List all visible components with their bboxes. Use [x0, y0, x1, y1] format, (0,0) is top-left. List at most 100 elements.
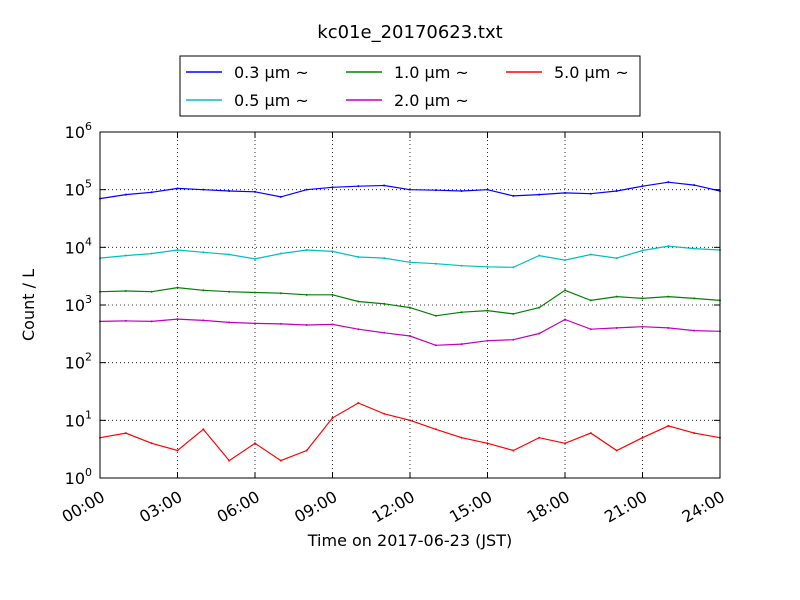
data-point: [641, 436, 644, 439]
data-point: [564, 289, 566, 292]
x-tick-label: 15:00: [446, 487, 495, 527]
data-point: [486, 309, 489, 312]
data-point: [357, 300, 360, 303]
data-point: [486, 188, 489, 191]
data-point: [615, 257, 618, 260]
data-point: [383, 257, 386, 260]
data-point: [667, 295, 670, 298]
data-point: [383, 302, 386, 305]
data-point: [693, 184, 696, 187]
data-point: [228, 459, 231, 462]
data-point: [615, 189, 618, 192]
data-point: [667, 245, 670, 248]
x-tick-label: 03:00: [136, 487, 185, 527]
legend-entry: 0.3 μm ~: [186, 63, 309, 82]
series-3: [99, 318, 721, 347]
data-point: [150, 442, 153, 445]
data-point: [279, 322, 282, 325]
x-tick-label: 12:00: [369, 487, 418, 527]
x-tick-label: 18:00: [524, 487, 573, 527]
data-point: [202, 319, 205, 322]
data-point: [176, 248, 179, 251]
data-point: [512, 449, 515, 452]
data-point: [512, 194, 515, 197]
y-tick-label: 100: [65, 466, 92, 488]
data-point: [150, 320, 153, 323]
data-point: [228, 189, 231, 192]
data-point: [254, 257, 256, 260]
data-point: [538, 332, 541, 335]
data-point: [279, 292, 282, 295]
data-point: [279, 195, 282, 198]
data-point: [460, 343, 463, 346]
data-point: [693, 432, 696, 435]
data-point: [357, 255, 360, 258]
data-point: [279, 459, 282, 462]
data-point: [667, 424, 670, 427]
legend-entry: 5.0 μm ~: [506, 63, 629, 82]
data-point: [486, 442, 489, 445]
y-tick-label: 105: [65, 178, 92, 200]
data-point: [409, 306, 411, 309]
y-tick-label: 104: [65, 235, 92, 257]
legend-label: 0.3 μm ~: [234, 63, 309, 82]
data-point: [641, 185, 644, 188]
data-point: [409, 261, 411, 264]
data-point: [615, 449, 618, 452]
data-point: [486, 265, 489, 268]
data-point: [254, 442, 256, 445]
data-point: [564, 191, 566, 194]
data-point: [564, 318, 566, 321]
y-axis-ticks: 100 101 102 103 104 105 106: [65, 120, 720, 488]
data-point: [305, 323, 308, 326]
data-point: [305, 248, 308, 251]
data-point: [434, 428, 437, 431]
series-line: [99, 402, 721, 462]
data-point: [124, 432, 127, 435]
data-point: [434, 262, 437, 265]
legend-entry: 1.0 μm ~: [346, 63, 469, 82]
data-point: [176, 187, 179, 190]
data-point: [434, 344, 437, 347]
data-point: [150, 191, 153, 194]
data-point: [434, 314, 437, 317]
x-tick-label: 00:00: [59, 487, 108, 527]
data-point: [228, 290, 231, 293]
data-point: [409, 188, 411, 191]
x-axis-label: Time on 2017-06-23 (JST): [307, 531, 512, 550]
data-point: [538, 306, 541, 309]
data-point: [176, 286, 179, 289]
data-point: [176, 449, 179, 452]
data-point: [564, 259, 566, 262]
data-point: [460, 264, 463, 267]
data-point: [434, 189, 437, 192]
data-point: [615, 326, 618, 329]
data-point: [409, 419, 411, 422]
data-point: [486, 339, 489, 342]
data-point: [641, 325, 644, 328]
data-point: [667, 326, 670, 329]
data-point: [589, 432, 592, 435]
data-point: [460, 436, 463, 439]
legend: 0.3 μm ~ 0.5 μm ~ 1.0 μm ~ 2.0 μm ~ 5.0 μm ~: [179, 55, 641, 117]
y-tick-label: 106: [65, 120, 92, 142]
y-tick-label: 103: [65, 293, 92, 315]
data-point: [202, 428, 205, 431]
data-point: [693, 329, 696, 332]
data-point: [228, 321, 231, 324]
data-point: [641, 297, 644, 300]
data-point: [512, 266, 515, 269]
data-point: [331, 416, 334, 419]
chart-title: kc01e_20170623.txt: [317, 22, 502, 43]
data-point: [383, 331, 386, 334]
data-point: [124, 254, 127, 257]
data-point: [305, 188, 308, 191]
data-point: [538, 436, 541, 439]
data-point: [589, 253, 592, 256]
series-line: [99, 286, 721, 317]
data-point: [512, 312, 515, 315]
data-point: [254, 322, 256, 325]
x-tick-label: 21:00: [601, 487, 650, 527]
legend-label: 0.5 μm ~: [234, 91, 309, 110]
series-4: [99, 401, 721, 462]
